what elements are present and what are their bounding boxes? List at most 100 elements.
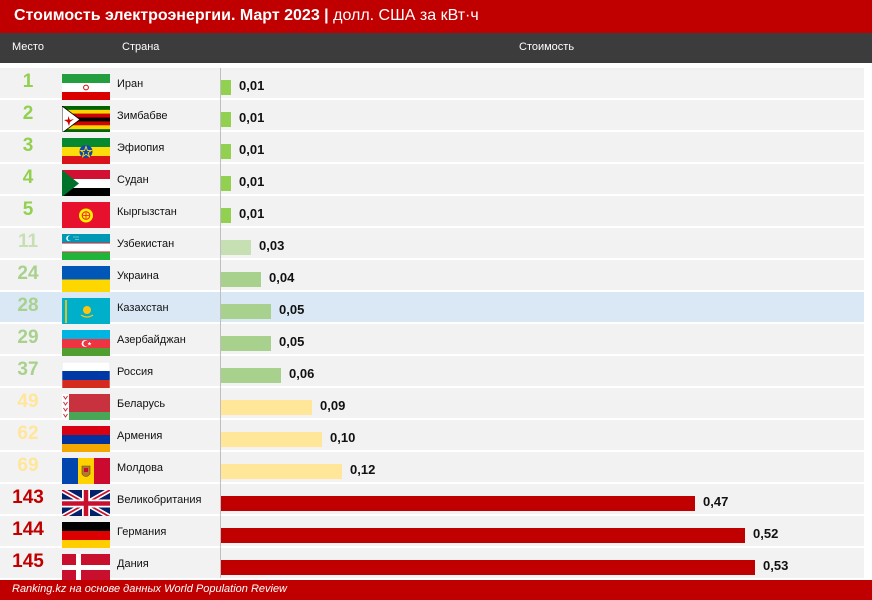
russia-flag-icon — [62, 362, 110, 389]
value-label: 0,01 — [239, 78, 265, 93]
value-label: 0,01 — [239, 110, 265, 125]
table-row: 28 Казахстан 0,05 — [0, 292, 864, 325]
rank-label: 37 — [17, 359, 39, 380]
value-label: 0,52 — [753, 526, 779, 541]
bar — [221, 272, 261, 287]
table-row: 4 Судан 0,01 — [0, 164, 864, 197]
belarus-flag-icon — [62, 394, 110, 421]
table-row: 1 Иран 0,01 — [0, 68, 864, 101]
bar — [221, 528, 745, 543]
uzbekistan-flag-icon — [62, 234, 110, 261]
country-label: Судан — [117, 174, 149, 186]
rank-label: 29 — [17, 327, 39, 348]
rank-label: 143 — [12, 487, 44, 508]
sudan-flag-icon — [62, 170, 110, 197]
value-label: 0,05 — [279, 334, 305, 349]
table-row: 37 Россия 0,06 — [0, 356, 864, 389]
chart-title: Стоимость электроэнергии. Март 2023 | до… — [14, 7, 479, 25]
source-note: Ranking.kz на основе данных World Popula… — [12, 583, 288, 595]
rank-label: 145 — [12, 551, 44, 572]
country-label: Армения — [117, 430, 163, 442]
bar — [221, 304, 271, 319]
country-label: Великобритания — [117, 494, 202, 506]
rank-label: 11 — [17, 231, 39, 252]
value-label: 0,01 — [239, 142, 265, 157]
value-label: 0,06 — [289, 366, 315, 381]
rank-label: 24 — [17, 263, 39, 284]
ukraine-flag-icon — [62, 266, 110, 293]
value-label: 0,09 — [320, 398, 346, 413]
germany-flag-icon — [62, 522, 110, 549]
country-label: Молдова — [117, 462, 163, 474]
value-label: 0,47 — [703, 494, 729, 509]
bar — [221, 80, 231, 95]
rank-column-header: Место — [12, 41, 44, 53]
bar — [221, 368, 281, 383]
kyrgyzstan-flag-icon — [62, 202, 110, 229]
bar — [221, 432, 322, 447]
denmark-flag-icon — [62, 554, 110, 581]
title-separator: | — [324, 7, 329, 24]
bar — [221, 464, 342, 479]
value-label: 0,12 — [350, 462, 376, 477]
bar — [221, 144, 231, 159]
country-label: Узбекистан — [117, 238, 175, 250]
country-label: Германия — [117, 526, 167, 538]
column-header-bar: Место Страна Стоимость — [0, 33, 872, 63]
bar — [221, 400, 312, 415]
rank-label: 3 — [22, 135, 34, 156]
table-row: 11 Узбекистан 0,03 — [0, 228, 864, 261]
bar — [221, 496, 695, 511]
rank-label: 62 — [17, 423, 39, 444]
rank-label: 2 — [22, 103, 34, 124]
rank-label: 4 — [22, 167, 34, 188]
table-row: 3 Эфиопия 0,01 — [0, 132, 864, 165]
value-label: 0,53 — [763, 558, 789, 573]
azerbaijan-flag-icon — [62, 330, 110, 357]
table-row: 5 Кыргызстан 0,01 — [0, 196, 864, 229]
kazakhstan-flag-icon — [62, 298, 110, 325]
bar — [221, 240, 251, 255]
country-column-header: Страна — [122, 41, 160, 53]
country-label: Украина — [117, 270, 159, 282]
bar — [221, 336, 271, 351]
moldova-flag-icon — [62, 458, 110, 485]
zimbabwe-flag-icon — [62, 106, 110, 133]
country-label: Азербайджан — [117, 334, 186, 346]
ethiopia-flag-icon — [62, 138, 110, 165]
country-label: Беларусь — [117, 398, 166, 410]
table-row: 24 Украина 0,04 — [0, 260, 864, 293]
value-label: 0,01 — [239, 174, 265, 189]
country-label: Россия — [117, 366, 154, 378]
table-row: 29 Азербайджан 0,05 — [0, 324, 864, 357]
value-label: 0,03 — [259, 238, 285, 253]
table-row: 69 Молдова 0,12 — [0, 452, 864, 485]
bar — [221, 176, 231, 191]
iran-flag-icon — [62, 74, 110, 101]
bar — [221, 112, 231, 127]
value-column-header: Стоимость — [519, 41, 575, 53]
table-row: 49 Беларусь 0,09 — [0, 388, 864, 421]
rank-label: 144 — [12, 519, 44, 540]
table-row: 143 Великобритания 0,47 — [0, 484, 864, 517]
table-row: 2 Зимбабве 0,01 — [0, 100, 864, 133]
rank-label: 5 — [22, 199, 34, 220]
rank-label: 28 — [17, 295, 39, 316]
country-label: Казахстан — [117, 302, 169, 314]
rank-label: 1 — [22, 71, 34, 92]
bar — [221, 208, 231, 223]
country-label: Эфиопия — [117, 142, 165, 154]
table-row: 144 Германия 0,52 — [0, 516, 864, 549]
bar — [221, 560, 755, 575]
country-label: Кыргызстан — [117, 206, 177, 218]
value-label: 0,05 — [279, 302, 305, 317]
chart-subtitle: долл. США за кВт·ч — [333, 7, 479, 24]
country-label: Иран — [117, 78, 144, 90]
axis-baseline — [220, 68, 221, 578]
table-row: 145 Дания 0,53 — [0, 548, 864, 581]
armenia-flag-icon — [62, 426, 110, 453]
country-label: Зимбабве — [117, 110, 168, 122]
rank-label: 49 — [17, 391, 39, 412]
value-label: 0,01 — [239, 206, 265, 221]
table-row: 62 Армения 0,10 — [0, 420, 864, 453]
